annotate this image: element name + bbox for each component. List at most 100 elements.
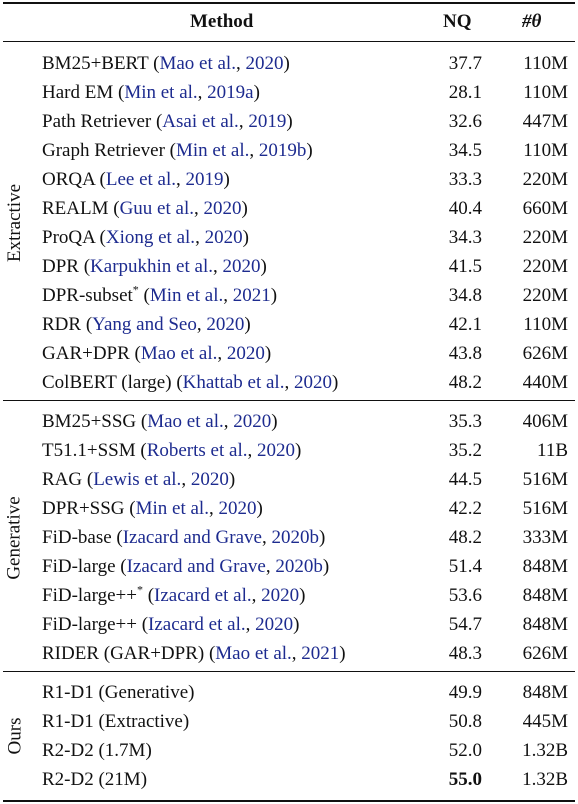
citation-year-link[interactable]: 2020b <box>271 527 319 548</box>
nq-score: 40.4 <box>448 198 482 219</box>
citation-link[interactable]: Min et al. <box>135 498 209 519</box>
header-rule <box>3 41 575 42</box>
table-row: Path Retriever (Asai et al., 2019) 32.6 44… <box>0 107 578 136</box>
citation-link[interactable]: Izacard and Grave <box>122 527 262 548</box>
table-row: REALM (Guu et al., 2020) 40.4 660M <box>0 194 578 223</box>
method-name: R2-D2 (1.7M) <box>42 740 152 761</box>
nq-score: 42.1 <box>448 314 482 335</box>
method-cell: DPR (Karpukhin et al., 2020) <box>42 256 267 277</box>
citation-year-link[interactable]: 2020 <box>222 256 261 277</box>
nq-score: 34.8 <box>448 285 482 306</box>
method-name: Hard EM <box>42 82 114 103</box>
param-count: 848M <box>522 682 568 703</box>
group-label: Generative <box>4 495 25 580</box>
group-separator-rule <box>3 400 575 401</box>
group-separator-rule <box>3 671 575 672</box>
param-count: 333M <box>522 527 568 548</box>
citation-year-link[interactable]: 2020 <box>226 343 265 364</box>
param-count: 11B <box>537 440 568 461</box>
table-row: R1-D1 (Extractive) 50.8 445M <box>0 707 578 736</box>
citation-link[interactable]: Min et al. <box>124 82 198 103</box>
citation-link[interactable]: Mao et al. <box>140 343 218 364</box>
citation-year-link[interactable]: 2021 <box>301 643 340 664</box>
citation-year-link[interactable]: 2020 <box>261 585 300 606</box>
method-cell: R1-D1 (Generative) <box>42 678 194 707</box>
method-cell: FiD-base (Izacard and Grave, 2020b) <box>42 527 326 548</box>
citation-link[interactable]: Min et al. <box>149 285 224 306</box>
method-name: DPR <box>42 256 79 277</box>
citation-link[interactable]: Min et al. <box>176 140 250 161</box>
citation-link[interactable]: Mao et al. <box>159 53 236 74</box>
nq-score: 42.2 <box>448 498 482 519</box>
table-row: ORQA (Lee et al., 2019) 33.3 220M <box>0 165 578 194</box>
citation-year-link[interactable]: 2020 <box>204 227 243 248</box>
citation-link[interactable]: Yang and Seo <box>92 314 197 335</box>
method-cell: ProQA (Xiong et al., 2020) <box>42 227 249 248</box>
citation-year-link[interactable]: 2020 <box>203 198 242 219</box>
citation-year-link[interactable]: 2020 <box>255 614 294 635</box>
method-cell: FiD-large++ (Izacard et al., 2020) <box>42 614 300 635</box>
method-name: FiD-base <box>42 527 112 548</box>
method-cell: DPR-subset* (Min et al., 2021) <box>42 282 278 306</box>
citation-link[interactable]: Asai et al. <box>162 111 239 132</box>
method-cell: R2-D2 (21M) <box>42 765 147 794</box>
citation-year-link[interactable]: 2019a <box>207 82 254 103</box>
header-nq: NQ <box>443 11 472 32</box>
table-row: RDR (Yang and Seo, 2020) 42.1 110M <box>0 310 578 339</box>
method-cell: RIDER (GAR+DPR) (Mao et al., 2021) <box>42 643 346 664</box>
table-row: FiD-large++* (Izacard et al., 2020) 53.6 8… <box>0 581 578 610</box>
citation-year-link[interactable]: 2019 <box>248 111 287 132</box>
top-rule <box>3 2 575 4</box>
method-cell: GAR+DPR (Mao et al., 2020) <box>42 343 272 364</box>
method-name: R1-D1 (Generative) <box>42 682 195 703</box>
param-count: 1.32B <box>522 769 568 790</box>
citation-year-link[interactable]: 2020 <box>245 53 284 74</box>
citation-year-link[interactable]: 2020 <box>256 440 295 461</box>
citation-year-link[interactable]: 2020 <box>233 411 272 432</box>
table-row: BM25+SSG (Mao et al., 2020) 35.3 406M <box>0 407 578 436</box>
method-cell: FiD-large++* (Izacard et al., 2020) <box>42 582 306 606</box>
method-name: GAR+DPR <box>42 343 130 364</box>
table-row: ColBERT (large) (Khattab et al., 2020) 48… <box>0 368 578 397</box>
param-count: 110M <box>523 314 568 335</box>
method-cell: FiD-large (Izacard and Grave, 2020b) <box>42 556 330 577</box>
citation-link[interactable]: Izacard et al. <box>148 614 246 635</box>
citation-year-link[interactable]: 2020 <box>190 469 229 490</box>
bottom-rule <box>3 800 575 802</box>
method-name: ColBERT (large) <box>42 372 172 393</box>
citation-year-link[interactable]: 2020 <box>293 372 332 393</box>
param-count: 445M <box>522 711 568 732</box>
citation-link[interactable]: Karpukhin et al. <box>90 256 213 277</box>
citation-year-link[interactable]: 2021 <box>232 285 271 306</box>
param-count: 406M <box>522 411 568 432</box>
citation-year-link[interactable]: 2019 <box>185 169 224 190</box>
method-cell: REALM (Guu et al., 2020) <box>42 198 248 219</box>
citation-link[interactable]: Mao et al. <box>215 643 292 664</box>
citation-link[interactable]: Roberts et al. <box>146 440 248 461</box>
table-row: Graph Retriever (Min et al., 2019b) 34.5 1… <box>0 136 578 165</box>
param-count: 110M <box>523 53 568 74</box>
nq-score: 54.7 <box>448 614 482 635</box>
citation-link[interactable]: Lewis et al. <box>93 469 182 490</box>
method-name: BM25+SSG <box>42 411 137 432</box>
param-count: 110M <box>523 82 568 103</box>
citation-link[interactable]: Izacard and Grave <box>126 556 266 577</box>
nq-score: 35.2 <box>448 440 482 461</box>
method-name: FiD-large <box>42 556 116 577</box>
citation-link[interactable]: Mao et al. <box>147 411 224 432</box>
citation-link[interactable]: Izacard et al. <box>154 585 252 606</box>
citation-year-link[interactable]: 2020b <box>275 556 323 577</box>
table-row: GAR+DPR (Mao et al., 2020) 43.8 626M <box>0 339 578 368</box>
citation-link[interactable]: Khattab et al. <box>182 372 285 393</box>
method-cell: RDR (Yang and Seo, 2020) <box>42 314 251 335</box>
method-cell: RAG (Lewis et al., 2020) <box>42 469 236 490</box>
method-name: R1-D1 (Extractive) <box>42 711 190 732</box>
citation-year-link[interactable]: 2020 <box>206 314 245 335</box>
citation-year-link[interactable]: 2020 <box>218 498 257 519</box>
citation-link[interactable]: Lee et al. <box>105 169 177 190</box>
citation-link[interactable]: Guu et al. <box>119 198 194 219</box>
citation-link[interactable]: Xiong et al. <box>105 227 196 248</box>
citation-year-link[interactable]: 2019b <box>258 140 307 161</box>
method-name: DPR+SSG <box>42 498 125 519</box>
param-count: 848M <box>522 556 568 577</box>
